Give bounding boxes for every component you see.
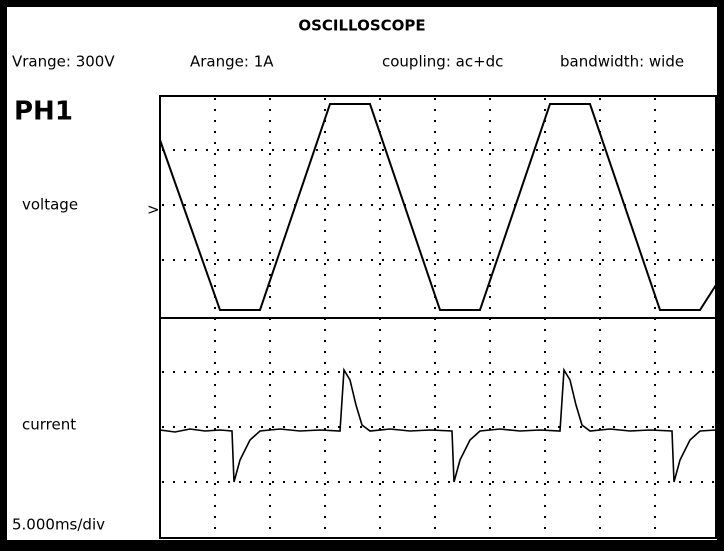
screen-background bbox=[7, 7, 717, 540]
trace-label: current bbox=[22, 416, 76, 434]
setting: Vrange: 300V bbox=[12, 53, 115, 71]
setting: coupling: ac+dc bbox=[382, 53, 503, 71]
timebase-label: 5.000ms/div bbox=[12, 516, 105, 534]
trace-marker: > bbox=[147, 201, 160, 219]
grid bbox=[162, 98, 714, 536]
setting: Arange: 1A bbox=[190, 53, 274, 71]
setting: bandwidth: wide bbox=[560, 53, 684, 71]
channel-label: PH1 bbox=[14, 97, 73, 127]
voltage-trace bbox=[159, 103, 717, 311]
current-trace bbox=[159, 367, 717, 483]
screen-title: OSCILLOSCOPE bbox=[298, 17, 425, 35]
trace-label: voltage bbox=[22, 196, 78, 214]
